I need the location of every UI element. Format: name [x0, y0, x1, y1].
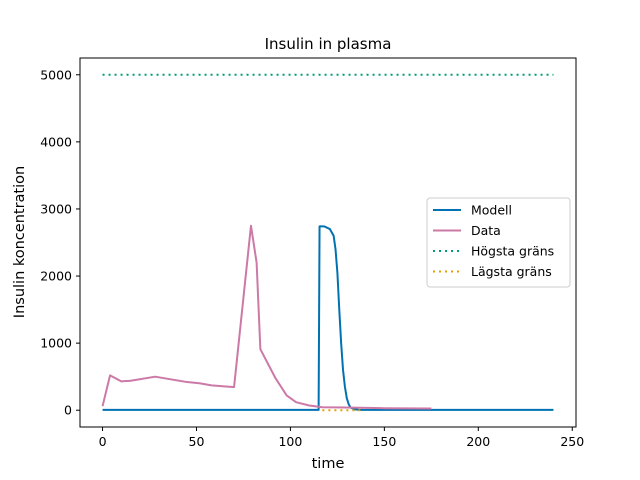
- series-line-modell: [102, 225, 554, 411]
- plot-lines: [101, 73, 554, 412]
- x-tick-label: 50: [189, 434, 205, 449]
- legend-label-data: Data: [471, 223, 501, 238]
- plot-frame: [79, 57, 577, 428]
- x-axis: 0 50 100 150 200 250: [99, 427, 584, 449]
- legend-box: [426, 197, 571, 288]
- x-tick-label: 100: [278, 434, 302, 449]
- y-tick-label: 2000: [40, 269, 72, 284]
- y-tick-label: 5000: [40, 67, 72, 82]
- chart-title: Insulin in plasma: [265, 35, 392, 53]
- x-tick-label: 150: [372, 434, 396, 449]
- y-tick-label: 4000: [40, 134, 72, 149]
- y-tick-label: 0: [64, 403, 72, 418]
- y-axis: 0 1000 2000 3000 4000 5000: [40, 67, 80, 418]
- x-tick-label: 200: [466, 434, 490, 449]
- series-line-data: [101, 224, 432, 410]
- x-tick-label: 0: [99, 434, 107, 449]
- x-tick-label: 250: [560, 434, 584, 449]
- y-axis-label: Insulin koncentration: [12, 166, 28, 318]
- legend-label-modell: Modell: [471, 203, 512, 218]
- y-tick-label: 1000: [40, 336, 72, 351]
- legend-label-lagsta-grans: Lägsta gräns: [471, 264, 552, 279]
- y-tick-label: 3000: [40, 201, 72, 216]
- x-axis-label: time: [312, 456, 345, 472]
- legend-label-hogsta-grans: Högsta gräns: [471, 244, 554, 259]
- legend: Modell Data Högsta gräns Lägsta gräns: [426, 197, 571, 288]
